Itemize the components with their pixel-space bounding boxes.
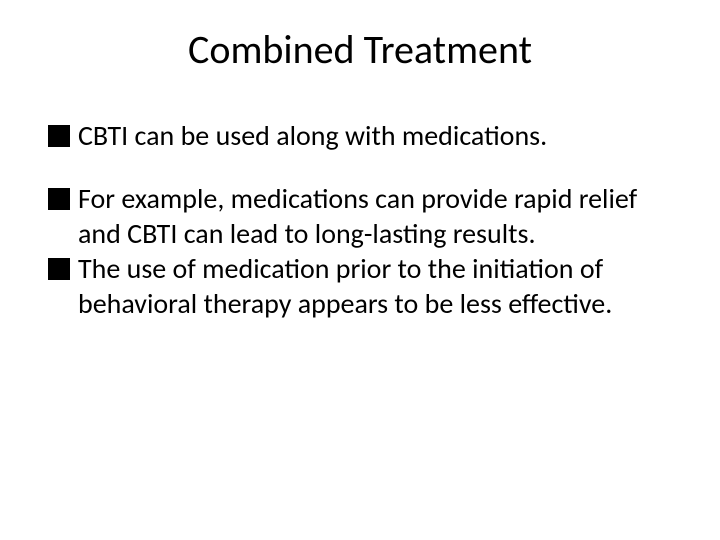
square-bullet-icon	[48, 258, 70, 280]
bullet-item: The use of medication prior to the initi…	[48, 251, 672, 321]
bullet-group-2: For example, medications can provide rap…	[48, 181, 672, 321]
slide: Combined Treatment CBTI can be used alon…	[0, 0, 720, 540]
bullet-item: CBTI can be used along with medications.	[48, 118, 672, 153]
square-bullet-icon	[48, 188, 70, 210]
bullet-text: The use of medication prior to the initi…	[78, 251, 672, 321]
bullet-group-1: CBTI can be used along with medications.	[48, 118, 672, 153]
slide-title: Combined Treatment	[0, 28, 720, 72]
square-bullet-icon	[48, 125, 70, 147]
bullet-item: For example, medications can provide rap…	[48, 181, 672, 251]
bullet-text: CBTI can be used along with medications.	[78, 118, 672, 153]
bullet-text: For example, medications can provide rap…	[78, 181, 672, 251]
slide-body: CBTI can be used along with medications.…	[48, 118, 672, 349]
